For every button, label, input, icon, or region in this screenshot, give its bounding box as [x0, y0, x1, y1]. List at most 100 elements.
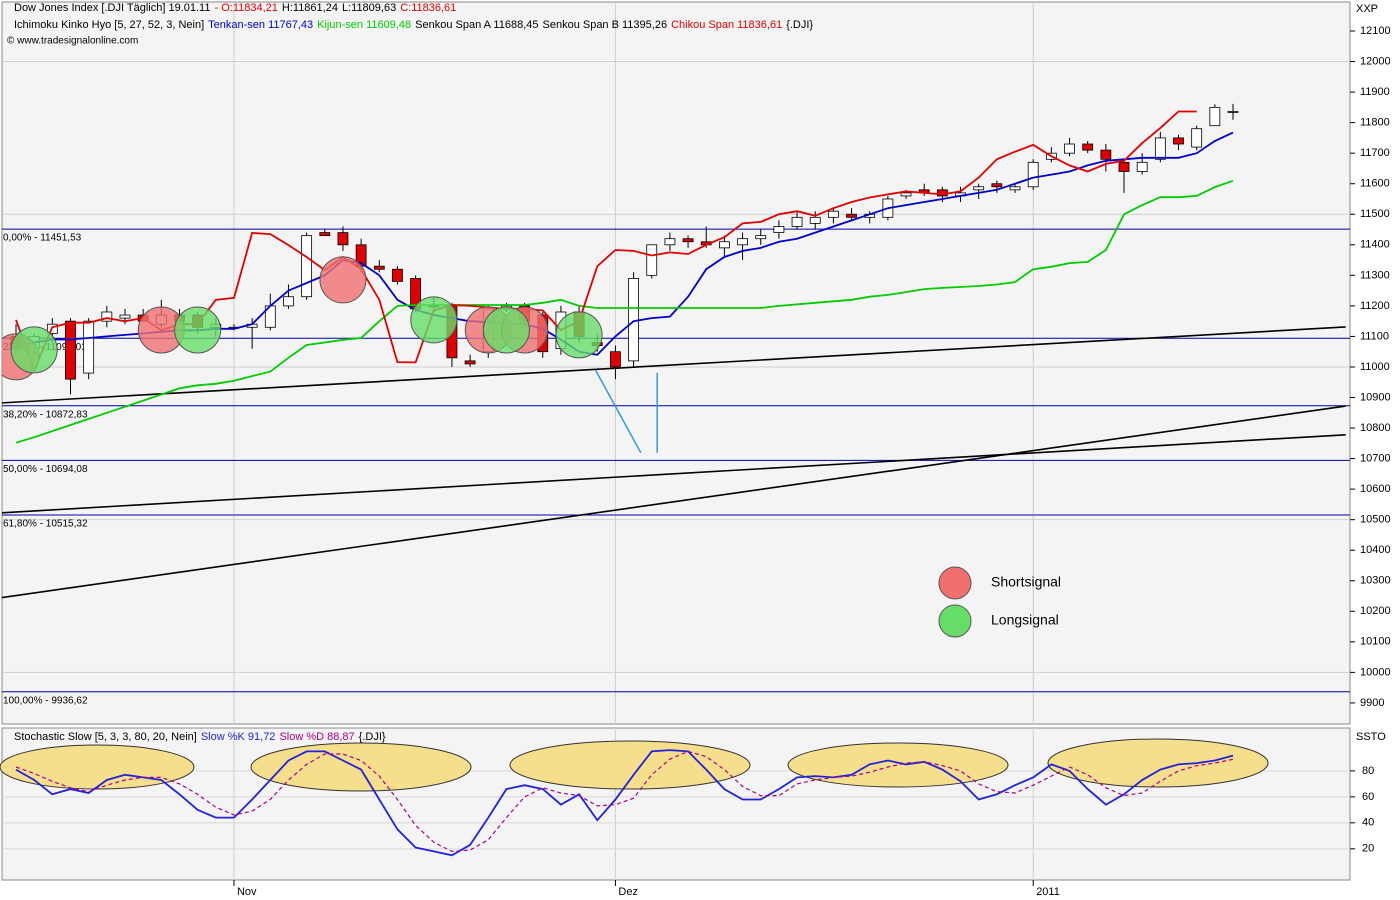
header-item: Tenkan-sen 11767,43 — [208, 19, 313, 31]
y-tick-label: 11800 — [1360, 117, 1390, 129]
highlight-ellipse — [787, 742, 1009, 788]
indicator-line — [15, 179, 1234, 444]
header: Stochastic Slow [5, 3, 3, 80, 20, Nein] S… — [14, 731, 386, 743]
y-tick-label: 11300 — [1360, 269, 1390, 281]
header-item: Senkou Span B 11395,26 — [543, 19, 668, 31]
fib-label: 100,00% - 9936,62 — [3, 695, 88, 706]
candle-body — [337, 232, 349, 246]
header-item: {.DJI} — [359, 731, 386, 743]
y-tick-label: 12100 — [1360, 25, 1391, 37]
signal-circle — [319, 256, 367, 304]
y-tick-label: 60 — [1362, 791, 1374, 803]
y-tick-label: 80 — [1362, 765, 1374, 777]
candle-body — [628, 278, 639, 362]
candle-body — [1154, 137, 1166, 160]
candle-body — [682, 238, 694, 243]
candle-body — [1027, 161, 1039, 188]
candle-body — [900, 192, 912, 197]
candle-body — [773, 226, 785, 233]
signal-circle — [482, 306, 530, 354]
y-tick-label: 10200 — [1360, 605, 1391, 617]
fib-label: 0,00% - 11451,53 — [3, 233, 82, 244]
header-item: L:11809,63 — [342, 2, 396, 14]
candle-body — [610, 351, 621, 368]
fib-label: 61,80% - 10515,32 — [3, 519, 88, 530]
candle-body — [283, 296, 294, 307]
y-tick-label: 10300 — [1360, 575, 1391, 587]
y-tick-label: 10700 — [1360, 453, 1391, 465]
x-tick-label: 2011 — [1036, 886, 1060, 898]
header-item: Slow %K 91,72 — [201, 731, 276, 743]
candle-body — [737, 238, 748, 246]
candle-body — [1227, 111, 1239, 113]
axis-label: SSTO — [1356, 731, 1386, 743]
candle-body — [319, 232, 331, 237]
y-tick-label: 10900 — [1360, 391, 1391, 403]
trendline — [2, 326, 1346, 404]
candle-body — [464, 360, 476, 365]
signal-circle — [410, 296, 458, 344]
header-item: Senkou Span A 11688,45 — [415, 19, 538, 31]
signal-circle — [10, 326, 58, 374]
candle-body — [1118, 161, 1130, 172]
candle-body — [301, 235, 313, 298]
candle-body — [1136, 161, 1148, 172]
main-panel — [1, 1, 1351, 725]
y-tick-label: 20 — [1362, 843, 1374, 855]
y-tick-label: 40 — [1362, 817, 1374, 829]
y-tick-label: 10600 — [1360, 483, 1391, 495]
header-item: Dow Jones Index [.DJI Täglich] 19.01.11 — [14, 2, 210, 14]
x-tick-label: Dez — [618, 886, 638, 898]
y-tick-label: 10500 — [1360, 514, 1391, 526]
candle-body — [1082, 143, 1094, 151]
stoch-lines — [15, 749, 1234, 857]
candle-body — [1100, 149, 1112, 160]
y-tick-label: 11100 — [1360, 330, 1389, 342]
highlight-ellipse — [509, 740, 751, 790]
y-tick-label: 11400 — [1360, 239, 1390, 251]
candle-body — [65, 320, 76, 380]
candle-body — [646, 244, 658, 276]
fib-label: 50,00% - 10694,08 — [3, 464, 88, 475]
candle-body — [719, 241, 730, 249]
y-tick-label: 10000 — [1360, 666, 1391, 678]
header-item: Chikou Span 11836,61 — [671, 19, 782, 31]
indicator-line — [15, 749, 1234, 857]
candle-body — [1191, 128, 1203, 148]
highlight-ellipse — [250, 742, 472, 792]
y-tick-label: 10100 — [1360, 636, 1391, 648]
y-tick-label: 11900 — [1360, 86, 1390, 98]
candle-body — [846, 213, 857, 218]
y-tick-label: 9900 — [1360, 697, 1384, 709]
fib-label: 38,20% - 10872,83 — [3, 409, 88, 420]
main-plot: 0,00% - 11451,5323,60% - 11094,0138,20% … — [2, 2, 1350, 724]
signal-circle — [174, 306, 222, 354]
highlight-ellipse — [1047, 738, 1269, 788]
candle-body — [1064, 143, 1075, 154]
signal-circle — [555, 311, 603, 359]
header-item: - O:11834,21 — [214, 2, 277, 14]
candle-body — [83, 320, 95, 374]
y-tick-label: 10800 — [1360, 422, 1391, 434]
y-tick-label: 11500 — [1360, 208, 1390, 220]
legend-marker — [938, 566, 972, 600]
candle-body — [664, 238, 676, 246]
candle-body — [119, 314, 131, 319]
candle-body — [1173, 137, 1184, 145]
candle-body — [1009, 186, 1021, 191]
header-item: H:11861,24 — [282, 2, 338, 14]
y-tick-label: 11600 — [1360, 178, 1390, 190]
y-tick-label: 11200 — [1360, 300, 1390, 312]
y-tick-label: 11000 — [1360, 361, 1390, 373]
legend-label: Shortsignal — [991, 574, 1061, 590]
y-tick-label: 10400 — [1360, 544, 1391, 556]
header-item: Stochastic Slow [5, 3, 3, 80, 20, Nein] — [14, 731, 197, 743]
candle-body — [392, 268, 403, 282]
candle-body — [973, 186, 985, 191]
header: Dow Jones Index [.DJI Täglich] 19.01.11-… — [14, 2, 456, 14]
y-tick-label: 12000 — [1360, 55, 1391, 67]
candle-body — [755, 235, 767, 240]
candle-body — [991, 183, 1003, 188]
